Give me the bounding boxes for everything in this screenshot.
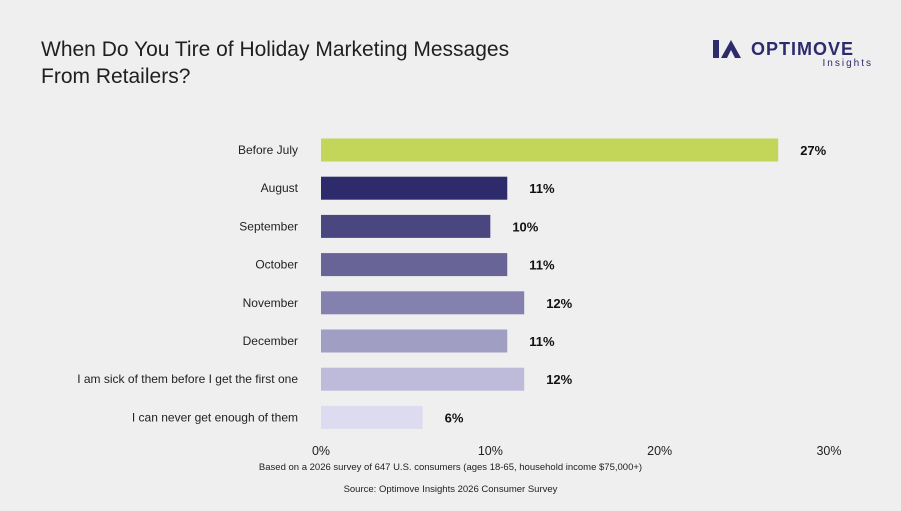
source-note: Source: Optimove Insights 2026 Consumer … — [343, 484, 558, 495]
value-label: 6% — [445, 410, 464, 425]
bar — [321, 367, 525, 391]
bar — [321, 329, 508, 353]
category-label: August — [261, 181, 299, 195]
logo-subtitle: Insights — [822, 58, 873, 69]
category-label: I am sick of them before I get the first… — [77, 372, 298, 386]
category-label: September — [239, 219, 298, 233]
category-label: December — [243, 334, 298, 348]
bar — [321, 176, 508, 200]
category-label: October — [255, 258, 298, 272]
chart-title-line-2: From Retailers? — [41, 65, 191, 88]
bar — [321, 214, 491, 238]
value-label: 27% — [800, 143, 826, 158]
value-label: 12% — [546, 296, 572, 311]
x-tick-label: 10% — [478, 444, 503, 458]
value-label: 11% — [529, 258, 555, 273]
logo-name: OPTIMOVE — [751, 39, 855, 59]
optimove-logo: OPTIMOVE Insights — [713, 38, 873, 72]
category-label: November — [243, 296, 298, 310]
x-tick-label: 20% — [647, 444, 672, 458]
chart-title: When Do You Tire of Holiday Marketing Me… — [41, 36, 641, 90]
value-label: 11% — [529, 181, 555, 196]
bar — [321, 253, 508, 277]
x-tick-label: 0% — [312, 444, 330, 458]
value-label: 11% — [529, 334, 555, 349]
value-label: 12% — [546, 372, 572, 387]
x-tick-label: 30% — [816, 444, 841, 458]
bar — [321, 405, 423, 429]
bar — [321, 138, 779, 162]
category-label: Before July — [238, 143, 298, 157]
chart-title-line-1: When Do You Tire of Holiday Marketing Me… — [41, 38, 510, 61]
category-label: I can never get enough of them — [132, 410, 298, 424]
optimove-logo-icon — [713, 40, 741, 58]
value-label: 10% — [512, 219, 538, 234]
bar — [321, 291, 525, 315]
footnote: Based on a 2026 survey of 647 U.S. consu… — [258, 462, 643, 473]
